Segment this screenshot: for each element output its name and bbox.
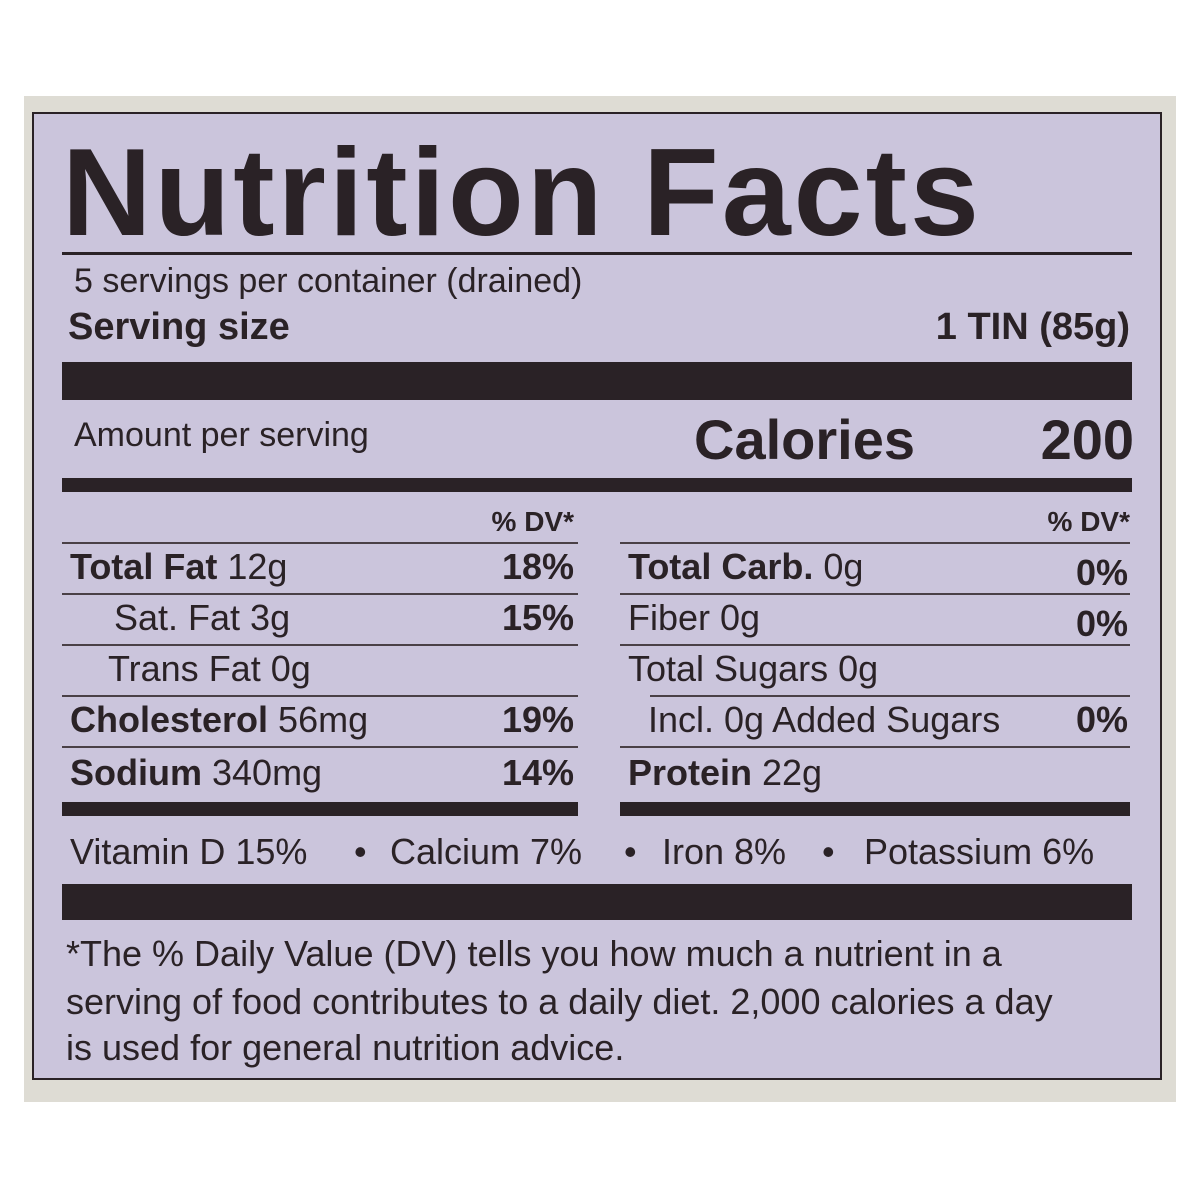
cholesterol-row: Cholesterol 56mg	[70, 702, 368, 738]
calories-label: Calories	[694, 408, 915, 471]
sodium-row: Sodium 340mg	[70, 755, 322, 791]
calories-value: 200	[1040, 408, 1134, 471]
cholesterol-label: Cholesterol	[70, 699, 269, 740]
fiber-dv: 0%	[1075, 603, 1128, 644]
total-sugars-label: Total Sugars 0g	[628, 648, 879, 689]
left-col-rule-2	[62, 644, 578, 646]
footnote-line-2: serving of food contributes to a daily d…	[66, 981, 1053, 1022]
protein-row: Protein 22g	[628, 755, 822, 791]
potassium: Potassium 6%	[864, 831, 1095, 872]
total-fat-row: Total Fat 12g	[70, 549, 287, 585]
right-col-rule-0	[620, 542, 1130, 544]
left-col-rule-1	[62, 593, 578, 595]
separator-1: •	[354, 831, 367, 872]
calcium: Calcium 7%	[390, 831, 583, 872]
total-carb-amount: 0g	[813, 546, 864, 587]
total-carb-row: Total Carb. 0g	[628, 549, 863, 585]
footnote-line-1: *The % Daily Value (DV) tells you how mu…	[66, 933, 1002, 974]
left-col-rule-3	[62, 695, 578, 697]
cholesterol-dv: 19%	[501, 699, 574, 740]
separator-2: •	[624, 831, 637, 872]
thick-bar-top	[62, 362, 1132, 400]
sat-fat-label: Sat. Fat 3g	[114, 597, 291, 638]
right-col-rule-1	[620, 593, 1130, 595]
title-rule	[62, 252, 1132, 255]
sodium-amount: 340mg	[202, 752, 323, 793]
added-sugars-label: Incl. 0g Added Sugars	[648, 699, 1001, 740]
total-fat-dv: 18%	[501, 546, 574, 587]
right-col-bottom-bar	[620, 802, 1130, 816]
serving-size-value: 1 TIN (85g)	[935, 306, 1130, 348]
right-col-rule-3	[650, 695, 1130, 697]
iron: Iron 8%	[662, 831, 787, 872]
sodium-label: Sodium	[70, 752, 202, 793]
dv-header-left: % DV*	[491, 506, 574, 537]
thick-bar-bottom	[62, 884, 1132, 920]
vitamin-d: Vitamin D 15%	[70, 831, 308, 872]
cholesterol-amount: 56mg	[268, 699, 369, 740]
sodium-dv: 14%	[501, 752, 574, 793]
right-col-rule-4	[620, 746, 1130, 748]
left-col-bottom-bar	[62, 802, 578, 816]
total-carb-dv: 0%	[1075, 552, 1128, 593]
sat-fat-dv: 15%	[501, 597, 574, 638]
servings-per-container: 5 servings per container (drained)	[74, 262, 583, 300]
medium-bar	[62, 478, 1132, 492]
serving-size-label: Serving size	[68, 306, 290, 348]
footnote-line-3: is used for general nutrition advice.	[66, 1027, 625, 1068]
fiber-label: Fiber 0g	[628, 597, 761, 638]
protein-amount: 22g	[752, 752, 823, 793]
right-col-rule-2	[620, 644, 1130, 646]
total-carb-label: Total Carb.	[628, 546, 814, 587]
dv-header-right: % DV*	[1047, 506, 1130, 537]
left-col-rule-0	[62, 542, 578, 544]
amount-per-serving: Amount per serving	[74, 416, 369, 454]
left-col-rule-4	[62, 746, 578, 748]
separator-3: •	[822, 831, 835, 872]
added-sugars-dv: 0%	[1075, 699, 1128, 740]
nutrition-facts-title: Nutrition Facts	[62, 124, 982, 262]
protein-label: Protein	[628, 752, 753, 793]
total-fat-label: Total Fat	[70, 546, 218, 587]
total-fat-amount: 12g	[217, 546, 288, 587]
trans-fat-label: Trans Fat 0g	[108, 648, 311, 689]
